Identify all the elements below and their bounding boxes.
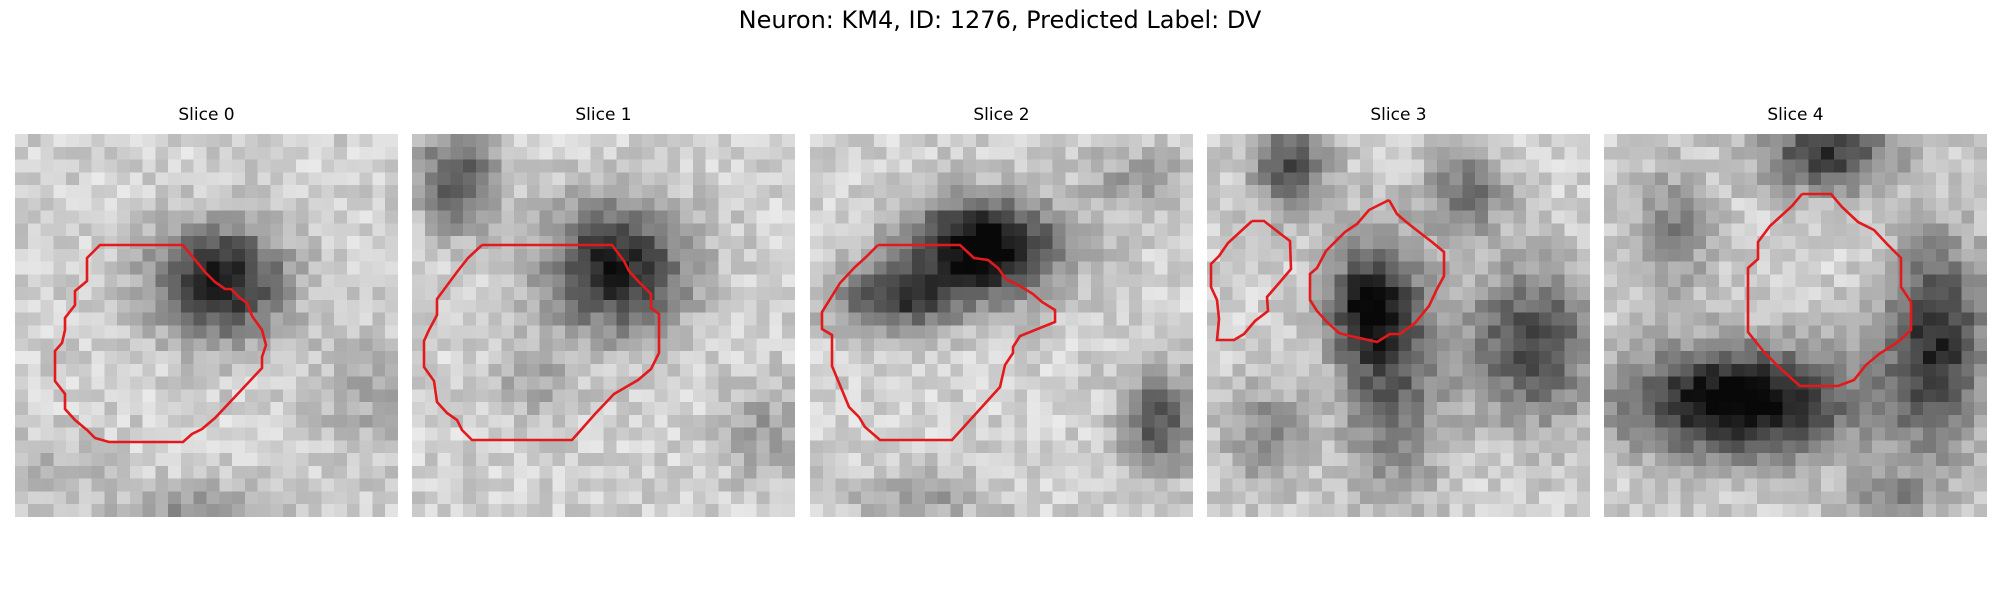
slice-image-2 (810, 134, 1193, 517)
slice-title-2: Slice 2 (973, 105, 1030, 125)
slice-panel-2: Slice 2 (810, 105, 1193, 517)
roi-contour (422, 243, 661, 442)
slice-overlay-1 (422, 243, 661, 442)
roi-contour (53, 243, 268, 444)
roi-contour (1209, 219, 1293, 342)
slice-overlay-2 (820, 243, 1057, 442)
roi-contour (1746, 192, 1913, 388)
slice-overlay-4 (1746, 192, 1913, 388)
slice-image-3 (1207, 134, 1590, 517)
slice-title-3: Slice 3 (1370, 105, 1427, 125)
slice-panel-0: Slice 0 (15, 105, 398, 517)
figure-title: Neuron: KM4, ID: 1276, Predicted Label: … (738, 6, 1262, 34)
roi-contour (1308, 198, 1446, 344)
roi-contour (820, 243, 1057, 442)
slice-panel-4: Slice 4 (1604, 105, 1987, 517)
slice-overlay-3 (1209, 198, 1446, 344)
slice-image-4 (1604, 134, 1987, 517)
slice-title-1: Slice 1 (575, 105, 632, 125)
slice-title-4: Slice 4 (1767, 105, 1824, 125)
slice-overlay-0 (53, 243, 268, 444)
slice-title-0: Slice 0 (178, 105, 235, 125)
slice-panel-3: Slice 3 (1207, 105, 1590, 517)
slice-image-1 (412, 134, 795, 517)
slice-panel-1: Slice 1 (412, 105, 795, 517)
slice-image-0 (15, 134, 398, 517)
